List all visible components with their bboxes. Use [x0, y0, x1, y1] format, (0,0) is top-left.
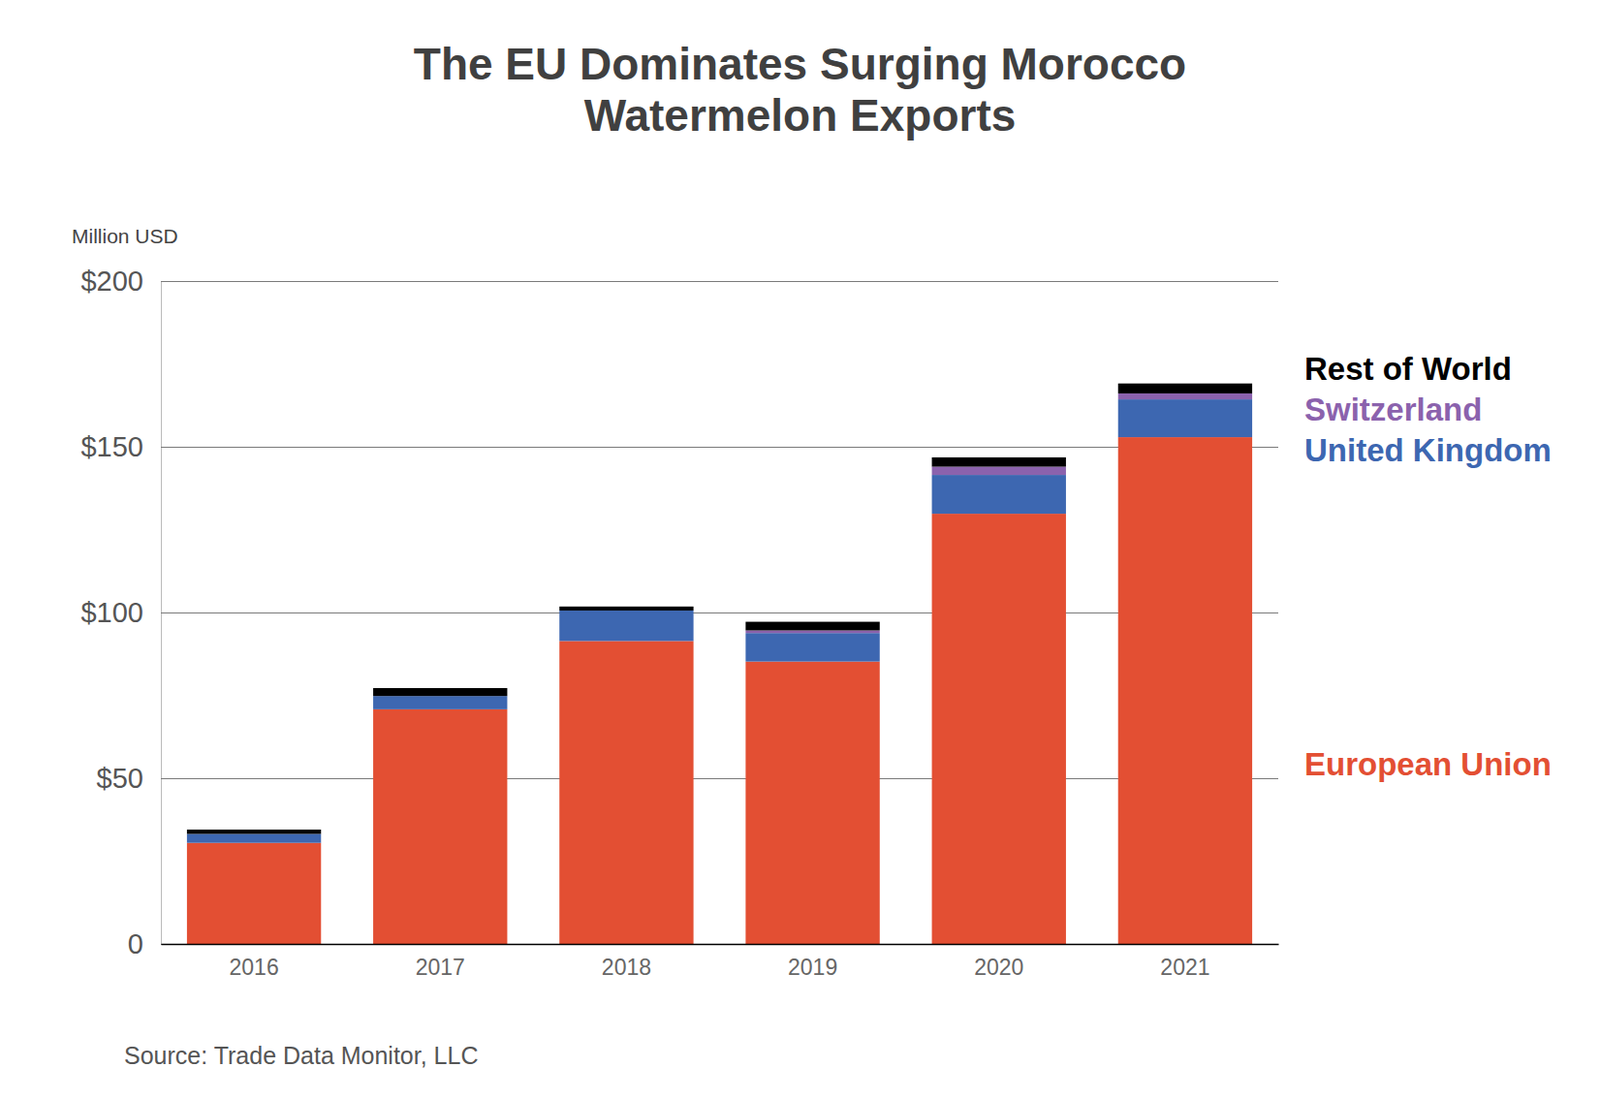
y-tick-label: $50	[96, 762, 144, 794]
y-tick-label: $150	[80, 431, 144, 463]
x-tick: 2018	[601, 943, 652, 980]
chart: The EU Dominates Surging MoroccoWatermel…	[0, 0, 1600, 1099]
title-line: Watermelon Exports	[584, 90, 1017, 141]
series	[187, 383, 1253, 835]
x-tick: 2016	[228, 943, 279, 980]
x-tick-label: 2020	[973, 954, 1024, 980]
y-tick: $150	[80, 431, 1279, 463]
x-axis: 2016 2017 2018 2019 2020 2021	[161, 943, 1280, 980]
x-tick: 2017	[415, 943, 466, 980]
bar-segment	[932, 457, 1067, 468]
y-tick-label: $200	[80, 265, 144, 297]
y-tick: $200	[80, 265, 1279, 297]
bar-segment	[559, 606, 693, 611]
x-tick-label: 2021	[1160, 954, 1210, 980]
bar-segment	[745, 629, 879, 633]
y-axis: 0 $50 $100 $150 $200	[80, 265, 1279, 960]
grid-line	[160, 446, 1279, 448]
x-tick-label: 2019	[787, 954, 838, 980]
bar-segment	[373, 695, 507, 710]
bar-segment	[1118, 399, 1253, 438]
series	[745, 393, 1253, 633]
y-tick-label: $100	[80, 596, 144, 628]
grid-line	[160, 612, 1279, 614]
bar-segment	[187, 843, 321, 944]
bar-segment	[187, 833, 321, 843]
bar-segment	[745, 622, 879, 631]
bar-segment	[559, 610, 693, 641]
legend-entry: European Union	[1304, 746, 1552, 783]
bar-segment	[373, 688, 507, 696]
x-axis-line	[161, 943, 1280, 946]
title: The EU Dominates Surging MoroccoWatermel…	[413, 38, 1187, 141]
x-tick-label: 2018	[601, 954, 652, 980]
bars	[187, 383, 1253, 944]
series	[187, 437, 1253, 944]
bar-segment	[932, 513, 1067, 944]
bar-segment	[745, 632, 879, 661]
grid-line	[160, 281, 1279, 283]
y-axis-title: Million USD	[71, 224, 179, 248]
bar-segment	[932, 474, 1067, 514]
bar-segment	[559, 640, 693, 944]
bar-segment	[187, 829, 321, 834]
bar-segment	[1118, 383, 1253, 394]
bar-segment	[745, 661, 879, 944]
legend-entry: Switzerland	[1304, 391, 1482, 428]
source-note: Source: Trade Data Monitor, LLC	[124, 1041, 478, 1069]
y-axis-line	[161, 282, 1280, 945]
x-tick: 2020	[973, 943, 1024, 980]
legend-entry: United Kingdom	[1304, 432, 1552, 469]
grid-line	[160, 778, 1279, 780]
series	[187, 399, 1253, 844]
x-tick: 2021	[1160, 943, 1210, 980]
legend-entry: Rest of World	[1304, 350, 1512, 387]
bar-segment	[373, 709, 507, 944]
bar-segment	[932, 467, 1067, 476]
bar-segment	[1118, 393, 1253, 400]
grid-line	[160, 943, 1279, 945]
x-tick: 2019	[787, 943, 838, 980]
x-tick-label: 2016	[228, 954, 279, 980]
x-tick-label: 2017	[415, 954, 466, 980]
bar-segment	[1118, 437, 1253, 944]
y-tick-label: 0	[127, 928, 144, 960]
title-line: The EU Dominates Surging Morocco	[413, 38, 1187, 90]
